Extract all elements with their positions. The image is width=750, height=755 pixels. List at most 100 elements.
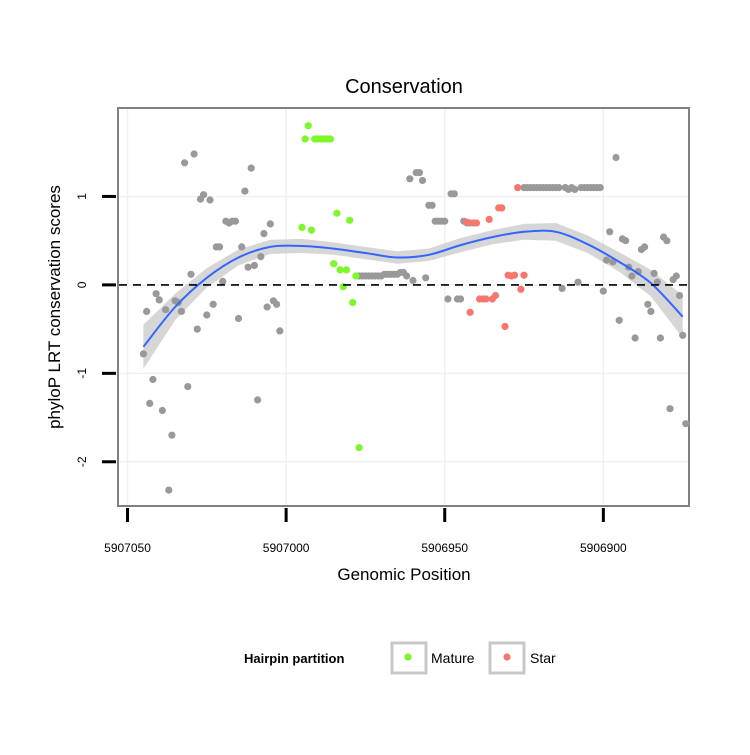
- point-mature: [336, 266, 344, 274]
- points-layer: [139, 122, 690, 494]
- point-other: [441, 217, 449, 225]
- point-mature: [333, 209, 341, 217]
- point-mature: [298, 223, 306, 231]
- point-other: [247, 164, 255, 172]
- point-other: [273, 300, 281, 308]
- point-star: [517, 285, 525, 293]
- point-other: [422, 274, 430, 282]
- point-star: [472, 219, 481, 227]
- point-other: [628, 272, 636, 280]
- point-other: [450, 190, 458, 198]
- point-other: [241, 187, 249, 195]
- point-mature: [352, 272, 360, 280]
- legend-label-star: Star: [530, 650, 556, 666]
- point-other: [263, 303, 271, 311]
- confidence-band-layer: [143, 223, 683, 369]
- point-mature: [326, 135, 335, 143]
- point-other: [558, 284, 566, 292]
- point-other: [596, 184, 604, 192]
- point-other: [193, 325, 201, 333]
- point-mature: [342, 266, 350, 274]
- point-other: [143, 307, 151, 315]
- point-other: [266, 220, 274, 228]
- point-mature: [307, 226, 316, 234]
- y-tick-label: -1: [75, 368, 89, 379]
- point-other: [203, 311, 211, 319]
- legend-title: Hairpin partition: [244, 651, 344, 666]
- point-other: [602, 256, 611, 264]
- legend-label-mature: Mature: [431, 650, 475, 666]
- point-other: [139, 350, 147, 358]
- point-mature: [349, 299, 357, 307]
- point-other: [165, 486, 173, 494]
- point-other: [152, 290, 160, 298]
- point-star: [491, 291, 500, 300]
- point-other: [571, 185, 579, 193]
- point-other: [574, 278, 582, 286]
- legend-entry-star: Star: [488, 641, 556, 675]
- x-tick-label: 5906900: [580, 541, 627, 555]
- point-other: [146, 399, 154, 407]
- point-star: [482, 295, 490, 303]
- point-other: [666, 405, 674, 413]
- point-star: [520, 271, 528, 279]
- point-other: [679, 331, 687, 339]
- point-other: [184, 383, 192, 391]
- legend: Hairpin partition Mature Star: [244, 641, 556, 675]
- chart-title: Conservation: [345, 76, 463, 98]
- point-star: [466, 308, 474, 316]
- x-tick-label: 5906950: [421, 541, 468, 555]
- grid-lines: [119, 109, 688, 505]
- point-star: [501, 322, 509, 331]
- point-mature: [346, 216, 354, 224]
- point-other: [276, 327, 284, 335]
- point-mature: [301, 135, 309, 143]
- point-other: [418, 176, 427, 185]
- point-other: [599, 287, 607, 295]
- point-other: [444, 295, 452, 303]
- point-other: [631, 334, 639, 342]
- point-other: [650, 269, 658, 277]
- point-other: [641, 243, 649, 251]
- point-other: [682, 420, 690, 428]
- x-tick-label: 5907000: [263, 541, 310, 555]
- point-other: [663, 237, 671, 245]
- legend-mark-star: [503, 653, 511, 661]
- legend-mark-mature: [404, 653, 412, 661]
- y-axis-title: phyloP LRT conservation scores: [45, 185, 64, 429]
- y-tick-label: 0: [75, 281, 89, 288]
- point-mature: [304, 122, 312, 130]
- point-other: [406, 175, 414, 183]
- point-other: [257, 253, 265, 261]
- point-other: [612, 153, 620, 162]
- x-tick-label: 5907050: [104, 541, 151, 555]
- point-other: [250, 261, 258, 269]
- point-other: [615, 316, 623, 324]
- point-other: [215, 243, 224, 251]
- point-other: [234, 314, 243, 323]
- point-star: [485, 215, 493, 223]
- point-other: [162, 306, 170, 314]
- point-other: [187, 270, 195, 278]
- point-other: [409, 276, 417, 285]
- point-other: [403, 272, 411, 280]
- point-other: [238, 243, 246, 251]
- point-other: [231, 217, 239, 225]
- point-other: [206, 196, 214, 204]
- point-other: [244, 263, 252, 271]
- smooth-line: [142, 229, 684, 348]
- x-axis-title: Genomic Position: [337, 565, 470, 584]
- point-mature: [355, 444, 363, 452]
- point-other: [672, 272, 680, 280]
- point-other: [675, 291, 684, 300]
- point-other: [158, 406, 166, 415]
- point-mature: [330, 260, 338, 268]
- point-other: [555, 184, 563, 192]
- axes: 5907050 5907000 5906950 5906900 -2 -1 0 1: [75, 193, 627, 555]
- point-star: [498, 204, 506, 212]
- point-other: [168, 431, 176, 439]
- point-other: [254, 396, 262, 404]
- point-other: [606, 228, 614, 236]
- confidence-band: [143, 223, 683, 369]
